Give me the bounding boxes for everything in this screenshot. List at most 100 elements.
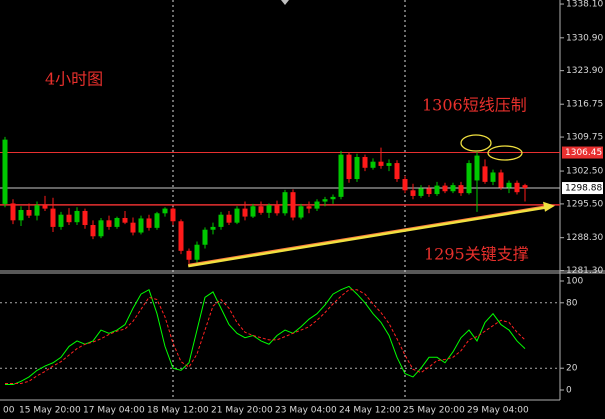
- candle-body: [50, 208, 56, 227]
- candle-body: [434, 185, 440, 195]
- candle-body: [442, 185, 448, 192]
- candle-body: [74, 210, 80, 223]
- y-tick-label: 1316.75: [566, 100, 603, 110]
- candle-body: [474, 155, 480, 181]
- candle-body: [58, 214, 64, 227]
- candle-body: [282, 192, 288, 214]
- candle-body: [98, 220, 104, 237]
- candle-body: [322, 199, 328, 202]
- candle-body: [258, 206, 264, 213]
- candle-body: [410, 190, 416, 196]
- x-tick-label: 29 May 04:00: [467, 406, 529, 416]
- candle-body: [178, 221, 184, 251]
- candle-body: [346, 154, 352, 180]
- candle-body: [42, 205, 48, 209]
- price-box: [562, 146, 603, 159]
- candle-body: [298, 206, 304, 218]
- candle-body: [218, 214, 224, 227]
- candle-body: [362, 156, 368, 168]
- highlight-ellipse: [487, 145, 523, 161]
- candle-body: [482, 166, 488, 182]
- x-tick-label: 17 May 04:00: [83, 406, 145, 416]
- resistance-note: 1306短线压制: [422, 96, 527, 115]
- candle-body: [242, 208, 248, 217]
- highlight-ellipse: [460, 134, 492, 152]
- candle-body: [170, 208, 176, 222]
- y-tick-label: 1302.50: [566, 167, 603, 177]
- y-tick-label: 1281.30: [566, 266, 603, 276]
- candle-body: [154, 213, 160, 228]
- candle-body: [26, 210, 32, 216]
- y-tick-label: 1323.90: [566, 66, 603, 76]
- y-tick-label: 1330.90: [566, 33, 603, 43]
- y-tick-label: 1309.75: [566, 133, 603, 143]
- resistance-label: 1306.45: [565, 148, 602, 158]
- bid-label: 1298.88: [565, 184, 602, 194]
- candle-body: [314, 201, 320, 209]
- candle-body: [226, 214, 232, 223]
- candle-body: [306, 206, 312, 209]
- x-tick-label: 18 May 12:00: [147, 406, 209, 416]
- candle-body: [138, 218, 144, 233]
- chart-title: 4小时图: [45, 70, 103, 89]
- candle-body: [114, 217, 120, 227]
- candle-body: [194, 244, 200, 260]
- price-box: [562, 182, 603, 195]
- candle-body: [266, 205, 272, 213]
- candle-body: [290, 192, 296, 218]
- candle-body: [186, 250, 192, 260]
- y-tick-label: 0: [566, 386, 572, 396]
- candle-body: [418, 188, 424, 196]
- candle-body: [458, 185, 464, 194]
- candle-body: [490, 172, 496, 182]
- candle-body: [274, 205, 280, 214]
- candle-body: [202, 229, 208, 245]
- trendline-core: [188, 204, 550, 265]
- candle-body: [66, 214, 72, 223]
- support-note: 1295关键支撑: [424, 245, 529, 264]
- y-tick-label: 1338.10: [566, 0, 603, 10]
- candle-body: [18, 210, 24, 221]
- x-tick-label: 23 May 04:00: [275, 406, 337, 416]
- x-tick-label: 25 May 20:00: [403, 406, 465, 416]
- y-tick-label: 1295.50: [566, 199, 603, 209]
- candle-body: [450, 185, 456, 192]
- oscillator-line: [5, 285, 526, 386]
- candle-body: [394, 163, 400, 180]
- candle-body: [506, 182, 512, 188]
- x-tick-label: 15 May 20:00: [19, 406, 81, 416]
- candle-body: [378, 161, 384, 166]
- candle-body: [514, 182, 520, 193]
- candle-body: [234, 208, 240, 223]
- candle-body: [130, 222, 136, 233]
- candle-body: [330, 196, 336, 200]
- oscillator-panel: 100 80 20 0: [0, 277, 583, 396]
- x-tick-label: 00: [3, 406, 15, 416]
- candle-body: [162, 208, 168, 214]
- candle-body: [2, 139, 8, 204]
- candle-body: [426, 188, 432, 195]
- y-tick-label: 80: [566, 298, 578, 308]
- trendline: [187, 205, 550, 268]
- trendline-arrow: [543, 201, 555, 212]
- candle-body: [338, 154, 344, 197]
- candle-body: [522, 185, 528, 189]
- x-tick-label: 24 May 12:00: [339, 406, 401, 416]
- candle-body: [370, 161, 376, 168]
- candle-body: [386, 163, 392, 166]
- oscillator-line: [5, 289, 526, 384]
- y-tick-label: 1288.30: [566, 233, 603, 243]
- shift-marker: [281, 0, 289, 5]
- candle-body: [122, 217, 128, 223]
- y-tick-label: 20: [566, 364, 578, 374]
- candle-body: [466, 163, 472, 194]
- candle-body: [146, 218, 152, 228]
- candle-body: [34, 205, 40, 216]
- candle-body: [498, 172, 504, 188]
- candle-body: [82, 210, 88, 226]
- candle-body: [354, 156, 360, 180]
- x-tick-label: 21 May 20:00: [211, 406, 273, 416]
- candle-body: [90, 225, 96, 237]
